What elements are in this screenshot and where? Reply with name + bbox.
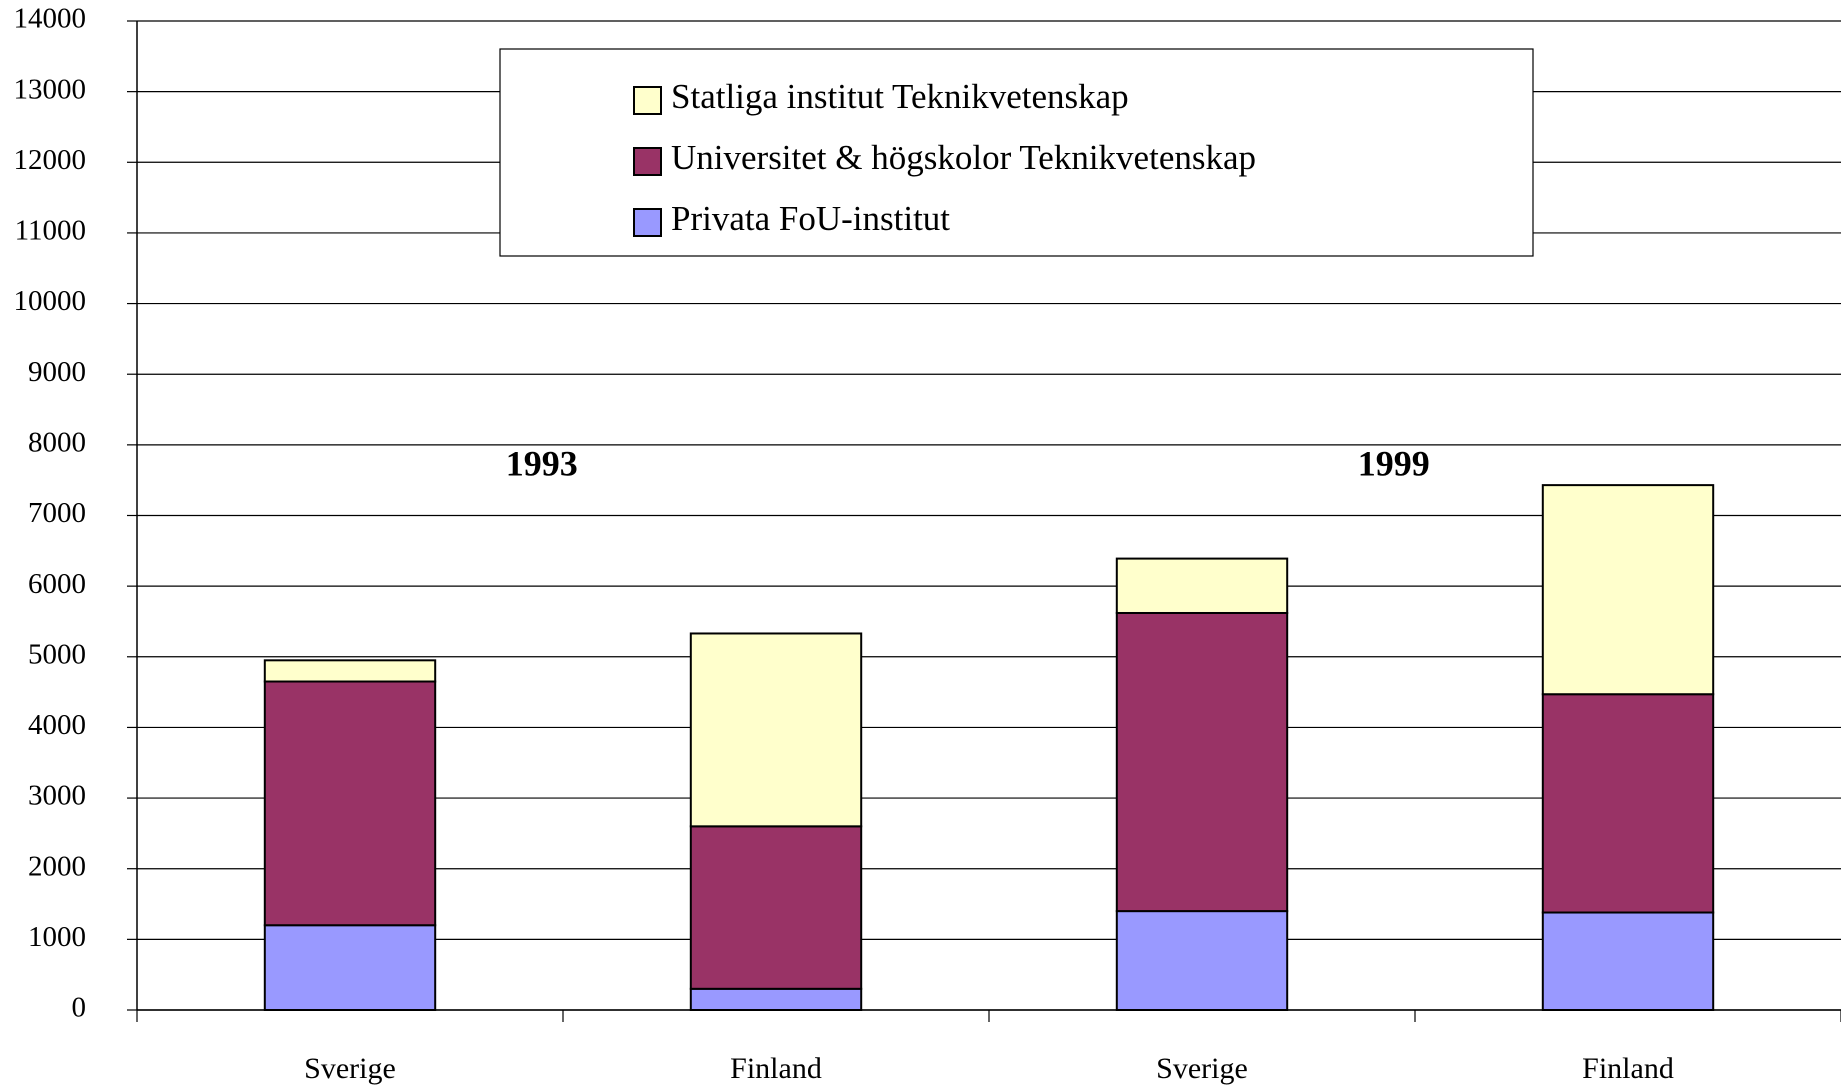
legend-swatch xyxy=(633,86,662,115)
y-tick-label: 6000 xyxy=(28,568,86,600)
bar-segment xyxy=(1541,911,1715,1012)
legend-swatch xyxy=(633,208,662,237)
bar-segment xyxy=(1541,484,1715,696)
y-tick-label: 13000 xyxy=(14,73,87,105)
y-tick-label: 9000 xyxy=(28,356,86,388)
x-tick-label: Finland xyxy=(1582,1052,1674,1085)
y-tick-label: 11000 xyxy=(15,215,86,247)
bar-segment xyxy=(263,680,437,927)
y-tick-label: 4000 xyxy=(28,709,86,741)
bar-segment xyxy=(1541,693,1715,914)
bar-segment xyxy=(1115,557,1289,614)
legend-swatch xyxy=(633,147,662,176)
y-tick-label: 7000 xyxy=(28,497,86,529)
legend-label: Privata FoU-institut xyxy=(671,199,950,238)
bar-segment xyxy=(1115,910,1289,1011)
y-tick-label: 5000 xyxy=(28,638,86,670)
bar-segment xyxy=(263,659,437,683)
y-tick-label: 3000 xyxy=(28,780,86,812)
legend-box xyxy=(499,48,1534,257)
y-tick-label: 0 xyxy=(72,992,87,1024)
y-tick-label: 14000 xyxy=(14,3,87,35)
y-tick-label: 8000 xyxy=(28,427,86,459)
bar-segment xyxy=(263,924,437,1012)
y-tick-label: 1000 xyxy=(28,921,86,953)
bar-segment xyxy=(689,825,863,990)
annotation: 1993 xyxy=(506,443,578,483)
legend-label: Universitet & högskolor Teknikvetenskap xyxy=(671,138,1256,177)
bar-segment xyxy=(689,987,863,1011)
y-tick-label: 12000 xyxy=(14,144,87,176)
x-tick-label: Finland xyxy=(730,1052,822,1085)
y-tick-label: 10000 xyxy=(14,285,87,317)
x-tick-label: Sverige xyxy=(304,1052,396,1085)
annotation: 1999 xyxy=(1358,443,1430,483)
legend-label: Statliga institut Teknikvetenskap xyxy=(671,77,1129,116)
bar-segment xyxy=(689,632,863,828)
y-tick-label: 2000 xyxy=(28,850,86,882)
bar-segment xyxy=(1115,611,1289,913)
x-tick-label: Sverige xyxy=(1156,1052,1248,1085)
